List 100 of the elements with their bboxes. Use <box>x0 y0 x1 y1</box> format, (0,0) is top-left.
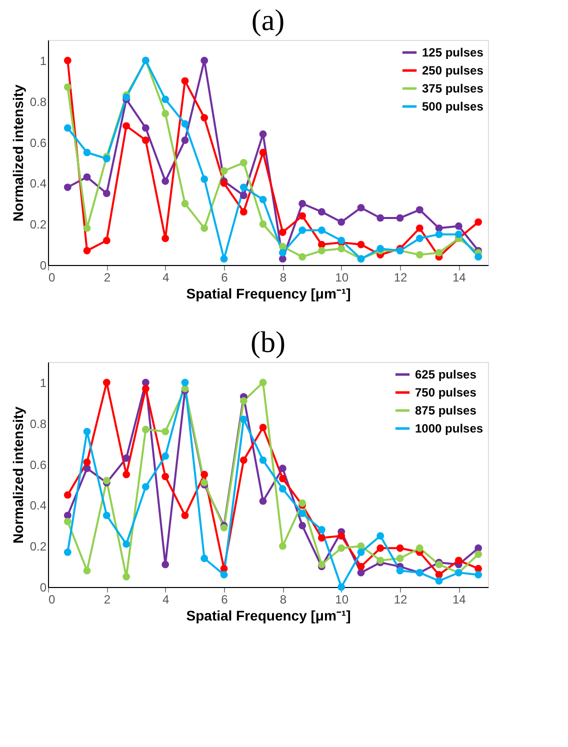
point <box>259 220 267 228</box>
x-axis-title: Spatial Frequency [μm⁻¹] <box>186 608 351 624</box>
point <box>338 244 346 252</box>
point <box>240 416 248 423</box>
point <box>259 378 267 386</box>
point <box>454 556 462 564</box>
point <box>278 249 286 256</box>
point <box>83 458 91 466</box>
x-tick-label: 6 <box>221 270 228 284</box>
point <box>162 452 170 460</box>
point <box>240 456 248 464</box>
point <box>416 206 424 214</box>
point <box>474 571 482 578</box>
point <box>376 532 384 540</box>
point <box>259 424 267 432</box>
legend-label: 125 pulses <box>422 46 484 60</box>
x-axis-title: Spatial Frequency [μm⁻¹] <box>186 286 351 302</box>
point <box>200 224 208 232</box>
point <box>162 472 170 480</box>
point <box>298 226 306 234</box>
point <box>122 573 130 580</box>
point <box>83 148 91 156</box>
chart-title: (a) <box>251 4 285 37</box>
point <box>200 478 208 486</box>
point <box>278 228 286 236</box>
legend-label: 750 pulses <box>415 386 477 400</box>
point <box>298 510 306 518</box>
x-tick-label: 4 <box>162 592 170 606</box>
point <box>122 540 130 548</box>
point <box>64 518 72 526</box>
point <box>435 224 443 232</box>
point <box>435 577 443 585</box>
point <box>162 110 170 118</box>
x-tick-label: 10 <box>335 592 349 606</box>
point <box>318 526 326 534</box>
point <box>102 512 110 520</box>
point <box>474 253 482 261</box>
point <box>259 497 267 505</box>
point <box>64 184 72 191</box>
y-tick-label: 0.2 <box>30 540 47 554</box>
point <box>83 428 91 436</box>
y-tick-label: 0 <box>40 258 47 272</box>
y-tick-label: 1 <box>40 376 47 390</box>
point <box>122 122 130 130</box>
point <box>220 167 228 175</box>
y-tick-label: 1 <box>40 54 47 68</box>
legend-label: 1000 pulses <box>415 422 484 436</box>
point <box>142 426 150 434</box>
y-tick-label: 0.4 <box>30 176 47 191</box>
point <box>240 159 248 166</box>
point <box>338 544 346 552</box>
point <box>318 208 326 216</box>
point <box>200 470 208 478</box>
point <box>435 230 443 238</box>
point <box>240 192 248 200</box>
x-tick-label: 2 <box>104 592 111 606</box>
point <box>240 184 248 191</box>
point <box>376 214 384 222</box>
y-tick-label: 0.8 <box>30 416 47 431</box>
point <box>102 190 110 198</box>
point <box>259 148 267 156</box>
point <box>318 226 326 234</box>
point <box>142 124 150 132</box>
point <box>181 77 189 85</box>
point <box>338 218 346 226</box>
point <box>200 554 208 562</box>
point <box>474 550 482 558</box>
point <box>83 173 91 181</box>
point <box>376 544 384 552</box>
point <box>298 212 306 220</box>
point <box>200 175 208 183</box>
point <box>416 234 424 242</box>
point <box>83 224 91 232</box>
point <box>318 246 326 254</box>
point <box>102 236 110 244</box>
x-tick-label: 0 <box>48 592 56 606</box>
y-axis-title: Normalized intensity <box>10 84 26 222</box>
legend-label: 250 pulses <box>422 64 484 78</box>
point <box>240 397 248 405</box>
point <box>64 83 72 91</box>
point <box>474 218 482 226</box>
y-tick-label: 0.6 <box>30 458 47 472</box>
point <box>200 56 208 64</box>
point <box>259 456 267 464</box>
point <box>396 554 404 562</box>
point <box>181 120 189 128</box>
y-tick-label: 0.8 <box>30 94 47 109</box>
point <box>64 124 72 132</box>
point <box>278 542 286 550</box>
point <box>396 214 404 222</box>
point <box>474 544 482 552</box>
point <box>240 208 248 216</box>
point <box>64 548 72 556</box>
point <box>162 428 170 436</box>
point <box>83 246 91 254</box>
x-tick-label: 14 <box>452 592 466 606</box>
point <box>162 234 170 242</box>
point <box>454 230 462 238</box>
point <box>396 544 404 552</box>
point <box>64 512 72 520</box>
